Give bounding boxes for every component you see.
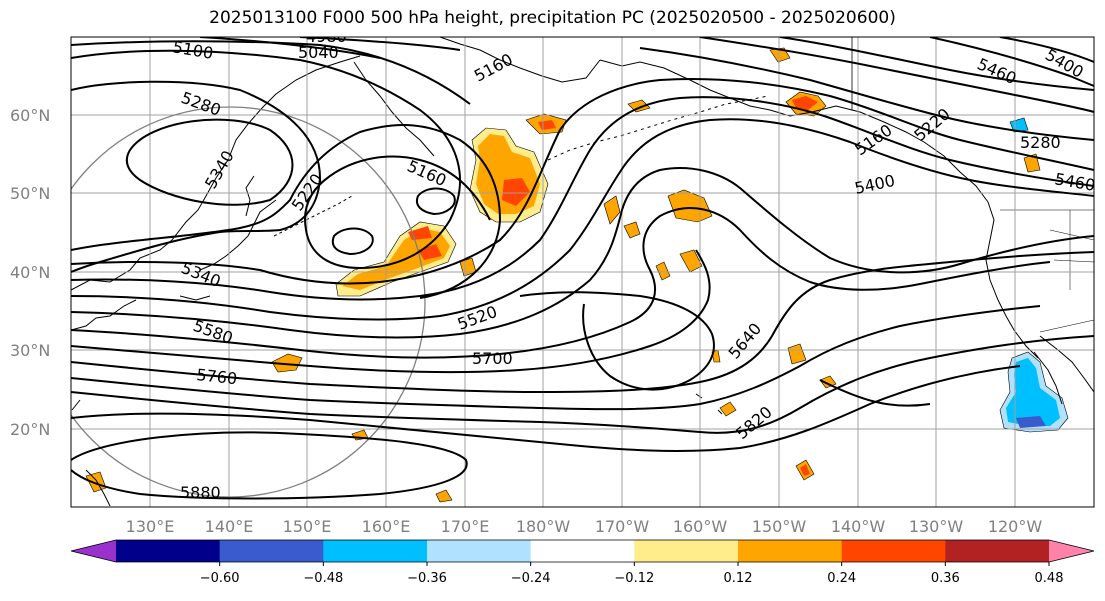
colorbar-tick-label: 0.24 (827, 571, 856, 586)
contour-label: 5280 (1020, 133, 1061, 152)
colorbar-tick-label: −0.36 (407, 571, 447, 586)
lon-label: 160°E (362, 517, 411, 536)
colorbar-bin (841, 540, 946, 562)
colorbar-bin (323, 540, 428, 562)
lon-label: 170°W (595, 517, 650, 536)
map-title: 2025013100 F000 500 hPa height, precipit… (209, 8, 896, 28)
lon-label: 140°E (205, 517, 254, 536)
colorbar-bin (738, 540, 843, 562)
colorbar-tick-label: 0.12 (724, 571, 753, 586)
lat-label: 60°N (10, 106, 50, 125)
contour-label: 5040 (298, 43, 339, 62)
lon-label: 130°W (909, 517, 964, 536)
precip-cell-6 (623, 221, 641, 239)
map-frame (70, 36, 1095, 508)
precip-cell-16 (1023, 153, 1041, 173)
contour-label: 5880 (180, 483, 221, 502)
lon-label: 150°E (283, 517, 332, 536)
colorbar-bin (219, 540, 324, 562)
range-circle (71, 106, 426, 498)
precip-cell-14 (435, 489, 453, 503)
precip-cell-1 (627, 99, 651, 113)
map-content: 5100 4980 5040 5160 5280 5340 5220 5160 … (71, 27, 1094, 507)
precip-cell-10 (787, 343, 807, 365)
colorbar-bin (427, 540, 532, 562)
contour-label: 5760 (196, 365, 238, 388)
lon-label: 130°E (126, 517, 175, 536)
colorbar-extend-high (1049, 540, 1094, 562)
colorbar-tick-label: −0.48 (303, 571, 343, 586)
contour-label: 4980 (306, 27, 347, 46)
colorbar-bin (945, 540, 1050, 562)
gridlines (71, 37, 1094, 507)
precip-area-japan-core (342, 228, 450, 290)
contour-label: 5700 (472, 349, 513, 368)
precip-cell-7 (655, 261, 671, 281)
lon-label: 120°W (988, 517, 1043, 536)
colorbar-tick-label: 0.36 (931, 571, 960, 586)
lon-label: 160°W (673, 517, 728, 536)
colorbar-tick-label: −0.24 (511, 571, 551, 586)
lat-label: 40°N (10, 263, 50, 282)
lon-label: 150°W (752, 517, 807, 536)
precip-cell-12 (719, 401, 737, 417)
precip-cell-4 (603, 195, 621, 225)
colorbar-bin (634, 540, 739, 562)
lon-label: 170°E (441, 517, 490, 536)
height-contours (71, 37, 1094, 500)
longitude-labels: 130°E 140°E 150°E 160°E 170°E 180°W 170°… (126, 517, 1043, 536)
colorbar: −0.60 −0.48 −0.36 −0.24 −0.12 0.12 0.24 0.36 0.4… (70, 539, 1095, 586)
precip-cell-5 (679, 249, 703, 273)
precip-negative-baja-core (1006, 358, 1060, 426)
colorbar-tick-label: −0.12 (614, 571, 654, 586)
colorbar-bin (530, 540, 635, 562)
precipitation-shading (85, 47, 1069, 503)
latitude-labels: 60°N 50°N 40°N 30°N 20°N (10, 106, 50, 439)
colorbar-bin (116, 540, 221, 562)
colorbar-extend-low (71, 540, 116, 562)
precip-cell-9 (271, 353, 303, 373)
lat-label: 50°N (10, 184, 50, 203)
lat-label: 30°N (10, 341, 50, 360)
lat-label: 20°N (10, 420, 50, 439)
lon-label: 180°W (516, 517, 571, 536)
precip-cell-3 (667, 189, 713, 223)
colorbar-tick-label: −0.60 (200, 571, 240, 586)
lon-label: 140°W (831, 517, 886, 536)
colorbar-tick-label: 0.48 (1035, 571, 1064, 586)
precip-cell-18 (85, 471, 107, 493)
precip-area-kuril-peak (502, 178, 530, 206)
